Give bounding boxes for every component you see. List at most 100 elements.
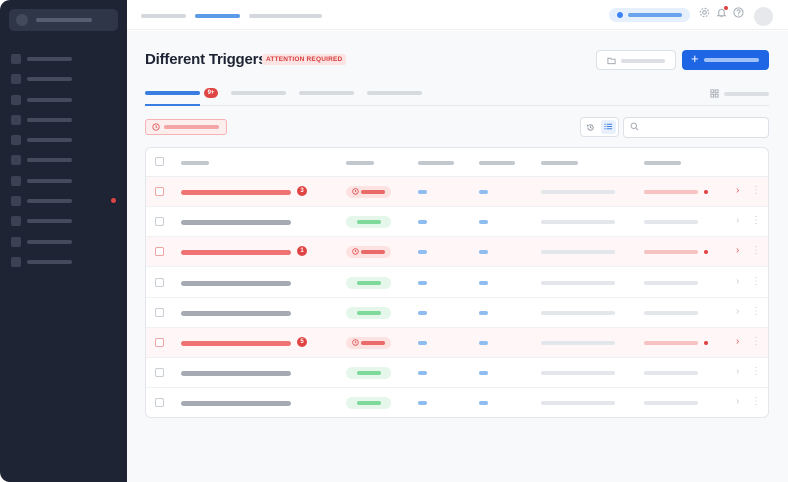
- row-checkbox[interactable]: [155, 307, 164, 317]
- attention-filter-chip[interactable]: [145, 119, 227, 135]
- cell-placeholder: [479, 310, 488, 315]
- cell-placeholder: [644, 250, 698, 255]
- sidebar-item[interactable]: [11, 135, 111, 145]
- chevron-right-icon[interactable]: ›: [736, 215, 740, 227]
- top-nav-item-active[interactable]: [195, 14, 240, 18]
- cell-placeholder: [644, 371, 698, 376]
- status-label-placeholder: [361, 341, 385, 345]
- status-pill: [346, 246, 391, 259]
- trigger-name-placeholder[interactable]: [181, 220, 291, 226]
- sidebar-item[interactable]: [11, 216, 111, 226]
- table-row[interactable]: › ⋮: [146, 358, 768, 389]
- sidebar: [0, 0, 127, 482]
- help-icon[interactable]: [733, 7, 744, 18]
- tab[interactable]: [299, 91, 354, 95]
- more-options-icon[interactable]: ⋮: [751, 245, 761, 257]
- more-options-icon[interactable]: ⋮: [751, 366, 761, 378]
- trigger-name-placeholder[interactable]: [181, 401, 291, 407]
- chevron-right-icon[interactable]: ›: [736, 275, 740, 287]
- secondary-action-button[interactable]: [596, 50, 676, 70]
- chevron-right-icon[interactable]: ›: [736, 396, 740, 408]
- row-checkbox[interactable]: [155, 247, 164, 257]
- trigger-name-placeholder[interactable]: [181, 280, 291, 286]
- tab[interactable]: [231, 91, 286, 95]
- more-options-icon[interactable]: ⋮: [751, 185, 761, 196]
- cell-placeholder: [418, 280, 427, 285]
- trigger-name-placeholder[interactable]: [181, 250, 291, 256]
- table-row[interactable]: 3 › ⋮: [146, 177, 768, 207]
- cell-placeholder: [541, 190, 615, 194]
- bell-icon[interactable]: [716, 6, 728, 18]
- environment-status-pill[interactable]: [609, 8, 690, 22]
- grid-view-icon[interactable]: [710, 89, 719, 98]
- trigger-name-placeholder[interactable]: [181, 341, 291, 346]
- search-input[interactable]: [623, 117, 769, 138]
- top-nav-item[interactable]: [249, 14, 322, 18]
- trigger-name-placeholder[interactable]: [181, 190, 291, 195]
- history-icon[interactable]: [586, 123, 595, 132]
- sidebar-item[interactable]: [11, 95, 111, 105]
- more-options-icon[interactable]: ⋮: [751, 275, 761, 287]
- column-header[interactable]: [541, 161, 578, 165]
- table-row[interactable]: › ⋮: [146, 268, 768, 298]
- table-row[interactable]: › ⋮: [146, 388, 768, 417]
- sidebar-item-triggers[interactable]: [11, 196, 116, 206]
- top-nav-item[interactable]: [141, 14, 186, 18]
- tab-active[interactable]: [145, 91, 200, 95]
- user-avatar[interactable]: [754, 7, 773, 26]
- status-pill: [346, 216, 391, 229]
- triggers-table: 3 › ⋮ › ⋮ 1 › ⋮ › ⋮ › ⋮ 5 › ⋮ › ⋮ › ⋮: [145, 147, 769, 418]
- row-checkbox[interactable]: [155, 368, 164, 378]
- list-icon[interactable]: [601, 120, 616, 134]
- cell-placeholder: [541, 220, 615, 225]
- folder-icon: [607, 56, 616, 65]
- more-options-icon[interactable]: ⋮: [751, 396, 761, 408]
- column-header[interactable]: [644, 161, 681, 165]
- chevron-right-icon[interactable]: ›: [736, 366, 740, 378]
- sidebar-item[interactable]: [11, 257, 111, 267]
- column-header[interactable]: [346, 161, 374, 165]
- column-header[interactable]: [479, 161, 515, 165]
- sidebar-item[interactable]: [11, 176, 111, 186]
- sidebar-item[interactable]: [11, 74, 111, 84]
- sidebar-item-icon: [11, 95, 21, 105]
- column-header[interactable]: [418, 161, 454, 165]
- trigger-name-placeholder[interactable]: [181, 371, 291, 377]
- clock-icon: [352, 339, 359, 346]
- main-content: Different Triggers ATTENTION REQUIRED + …: [127, 31, 788, 482]
- view-toggle-label-placeholder[interactable]: [724, 92, 769, 96]
- row-checkbox[interactable]: [155, 338, 164, 347]
- table-row[interactable]: 1 › ⋮: [146, 237, 768, 268]
- row-checkbox[interactable]: [155, 187, 164, 196]
- sidebar-item[interactable]: [11, 155, 111, 165]
- row-checkbox[interactable]: [155, 217, 164, 227]
- select-all-checkbox[interactable]: [155, 157, 164, 166]
- create-trigger-button[interactable]: +: [682, 50, 769, 70]
- column-header[interactable]: [181, 161, 209, 165]
- cell-placeholder: [644, 310, 698, 315]
- sidebar-item[interactable]: [11, 237, 111, 247]
- sidebar-item-icon: [11, 54, 21, 64]
- tab[interactable]: [367, 91, 422, 95]
- settings-icon[interactable]: [699, 7, 710, 18]
- trigger-name-placeholder[interactable]: [181, 310, 291, 316]
- table-row[interactable]: › ⋮: [146, 298, 768, 328]
- row-checkbox[interactable]: [155, 398, 164, 408]
- sidebar-item-icon: [11, 257, 21, 267]
- workspace-avatar: [16, 14, 28, 26]
- row-checkbox[interactable]: [155, 277, 164, 287]
- chevron-right-icon[interactable]: ›: [736, 336, 740, 347]
- more-options-icon[interactable]: ⋮: [751, 305, 761, 317]
- sidebar-item[interactable]: [11, 54, 111, 64]
- more-options-icon[interactable]: ⋮: [751, 215, 761, 227]
- chevron-right-icon[interactable]: ›: [736, 185, 740, 196]
- chevron-right-icon[interactable]: ›: [736, 245, 740, 257]
- sidebar-item[interactable]: [11, 115, 111, 125]
- status-label-placeholder: [357, 280, 381, 285]
- more-options-icon[interactable]: ⋮: [751, 336, 761, 347]
- sidebar-workspace-switcher[interactable]: [9, 9, 118, 31]
- table-row[interactable]: › ⋮: [146, 207, 768, 238]
- table-row[interactable]: 5 › ⋮: [146, 328, 768, 358]
- chevron-right-icon[interactable]: ›: [736, 305, 740, 317]
- clock-icon: [152, 123, 160, 131]
